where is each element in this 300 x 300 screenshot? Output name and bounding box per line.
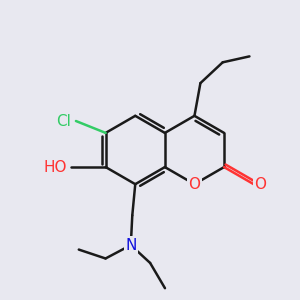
Text: O: O bbox=[188, 177, 200, 192]
Text: N: N bbox=[125, 238, 136, 253]
Text: HO: HO bbox=[44, 160, 67, 175]
Text: Cl: Cl bbox=[56, 113, 71, 128]
Text: O: O bbox=[254, 177, 266, 192]
